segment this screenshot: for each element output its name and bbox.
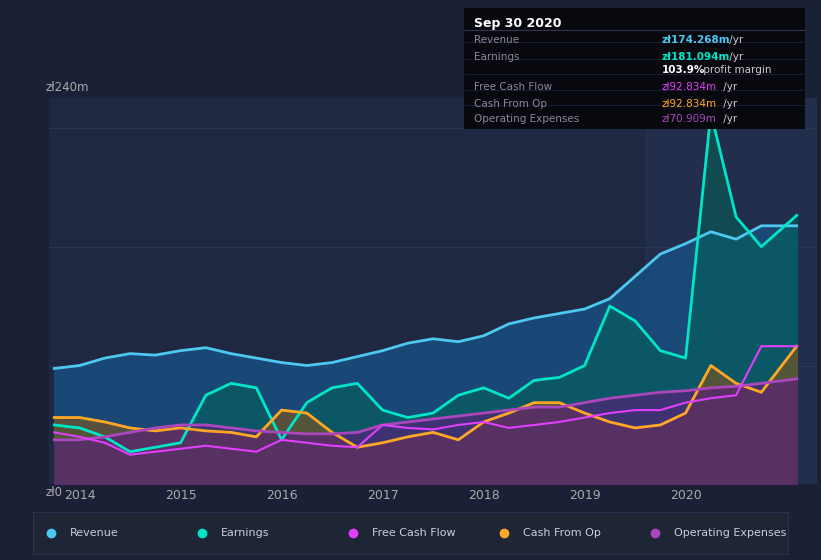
Text: zł70.909m: zł70.909m bbox=[662, 114, 717, 124]
Text: 103.9%: 103.9% bbox=[662, 65, 705, 75]
Text: zł92.834m: zł92.834m bbox=[662, 82, 717, 92]
Bar bbox=[645, 98, 817, 484]
Text: Earnings: Earnings bbox=[474, 52, 520, 62]
Text: zł240m: zł240m bbox=[45, 81, 89, 94]
Text: Revenue: Revenue bbox=[474, 35, 519, 45]
Text: Sep 30 2020: Sep 30 2020 bbox=[474, 17, 562, 30]
Text: Cash From Op: Cash From Op bbox=[523, 529, 601, 538]
Text: /yr: /yr bbox=[720, 82, 737, 92]
Text: zł174.268m: zł174.268m bbox=[662, 35, 730, 45]
Text: Earnings: Earnings bbox=[221, 529, 269, 538]
Text: zł181.094m: zł181.094m bbox=[662, 52, 730, 62]
Text: /yr: /yr bbox=[720, 114, 737, 124]
Text: /yr: /yr bbox=[727, 52, 744, 62]
Text: /yr: /yr bbox=[727, 35, 744, 45]
Text: zł92.834m: zł92.834m bbox=[662, 99, 717, 109]
Text: Free Cash Flow: Free Cash Flow bbox=[474, 82, 553, 92]
Text: profit margin: profit margin bbox=[700, 65, 772, 75]
Text: Operating Expenses: Operating Expenses bbox=[474, 114, 580, 124]
Text: Operating Expenses: Operating Expenses bbox=[674, 529, 787, 538]
Text: Free Cash Flow: Free Cash Flow bbox=[372, 529, 456, 538]
Text: Revenue: Revenue bbox=[70, 529, 118, 538]
Text: Cash From Op: Cash From Op bbox=[474, 99, 547, 109]
Text: /yr: /yr bbox=[720, 99, 737, 109]
Text: zł0: zł0 bbox=[45, 486, 62, 500]
